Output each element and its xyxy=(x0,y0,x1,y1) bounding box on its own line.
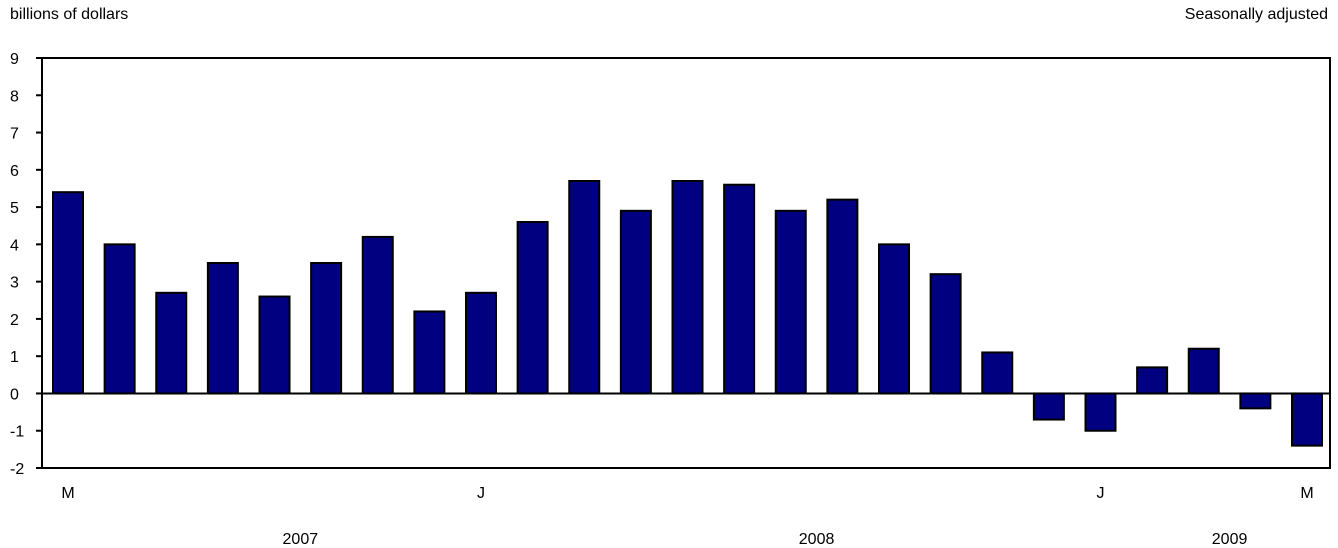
bar xyxy=(569,181,599,393)
x-year-label: 2007 xyxy=(283,531,319,548)
bar xyxy=(982,352,1012,393)
x-labels-group: M J J M 2007 2008 2009 xyxy=(61,485,1313,548)
bar xyxy=(1240,393,1270,408)
y-tick-label: 2 xyxy=(10,312,19,329)
y-tick-label: 8 xyxy=(10,88,19,105)
y-tick-label: -2 xyxy=(10,461,24,478)
bar xyxy=(879,244,909,393)
y-tick-label: -1 xyxy=(10,424,24,441)
bar xyxy=(1034,393,1064,419)
bar xyxy=(621,211,651,394)
bar xyxy=(518,222,548,393)
y-tick-label: 6 xyxy=(10,163,19,180)
x-year-label: 2008 xyxy=(799,531,835,548)
y-tick-label: 5 xyxy=(10,200,19,217)
bars-group xyxy=(53,181,1322,446)
bar xyxy=(53,192,83,393)
y-ticks-group: -2 -1 0 1 2 3 4 5 6 7 8 9 xyxy=(10,51,42,478)
y-tick-label: 0 xyxy=(10,386,19,403)
y-tick-label: 3 xyxy=(10,275,19,292)
x-month-label: M xyxy=(1300,485,1313,502)
bar xyxy=(1137,367,1167,393)
x-month-label: M xyxy=(61,485,74,502)
bar xyxy=(105,244,135,393)
bar xyxy=(827,200,857,394)
x-year-label: 2009 xyxy=(1212,531,1248,548)
bar xyxy=(311,263,341,393)
bar xyxy=(363,237,393,394)
x-month-label: J xyxy=(1097,485,1105,502)
y-tick-label: 9 xyxy=(10,51,19,68)
bar xyxy=(260,297,290,394)
bar xyxy=(776,211,806,394)
bar xyxy=(724,185,754,394)
bar xyxy=(673,181,703,393)
bar xyxy=(1292,393,1322,445)
y-tick-label: 1 xyxy=(10,349,19,366)
bar xyxy=(931,274,961,393)
y-tick-label: 7 xyxy=(10,126,19,143)
bar xyxy=(466,293,496,394)
bar xyxy=(208,263,238,393)
bar xyxy=(156,293,186,394)
bar xyxy=(1189,349,1219,394)
bar xyxy=(414,311,444,393)
y-tick-label: 4 xyxy=(10,237,19,254)
x-month-label: J xyxy=(477,485,485,502)
bar xyxy=(1086,393,1116,430)
